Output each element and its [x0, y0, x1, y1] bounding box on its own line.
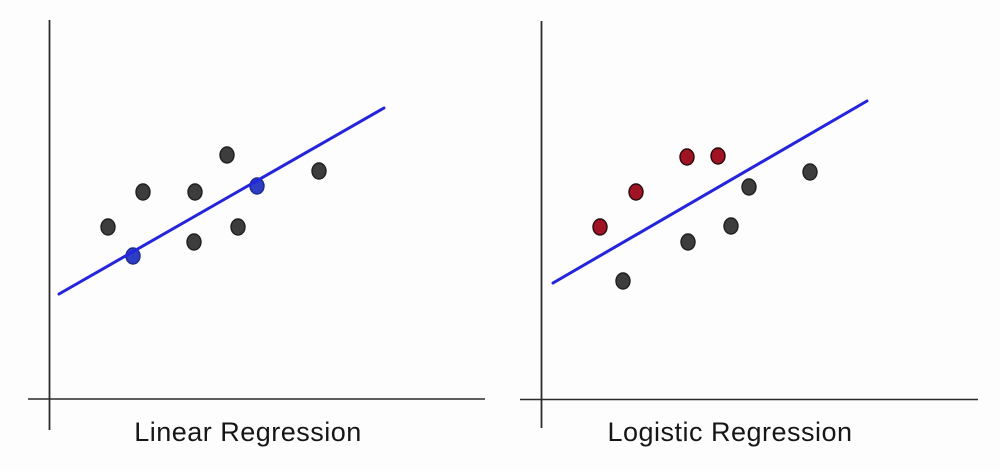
panel-logistic: [520, 21, 978, 428]
data-point-gray: [187, 183, 203, 201]
data-point-red: [679, 148, 695, 166]
data-point-gray: [680, 233, 696, 251]
data-point-red: [628, 183, 644, 201]
data-point-gray: [219, 146, 235, 164]
regression-line: [551, 99, 869, 285]
panel-linear: [28, 20, 485, 430]
linear-regression-label: Linear Regression: [134, 417, 362, 447]
regression-line: [57, 106, 386, 296]
data-point-gray: [135, 183, 151, 201]
data-point-gray: [311, 162, 327, 180]
data-point-gray: [186, 233, 202, 251]
data-point-gray: [723, 217, 739, 235]
data-point-gray: [615, 272, 631, 290]
logistic-regression-label: Logistic Regression: [607, 417, 853, 447]
data-point-gray: [230, 218, 246, 236]
data-point-red: [592, 218, 608, 236]
data-point-gray: [100, 218, 116, 236]
data-point-red: [710, 147, 726, 165]
data-point-gray: [741, 178, 757, 196]
data-point-gray: [802, 163, 818, 181]
